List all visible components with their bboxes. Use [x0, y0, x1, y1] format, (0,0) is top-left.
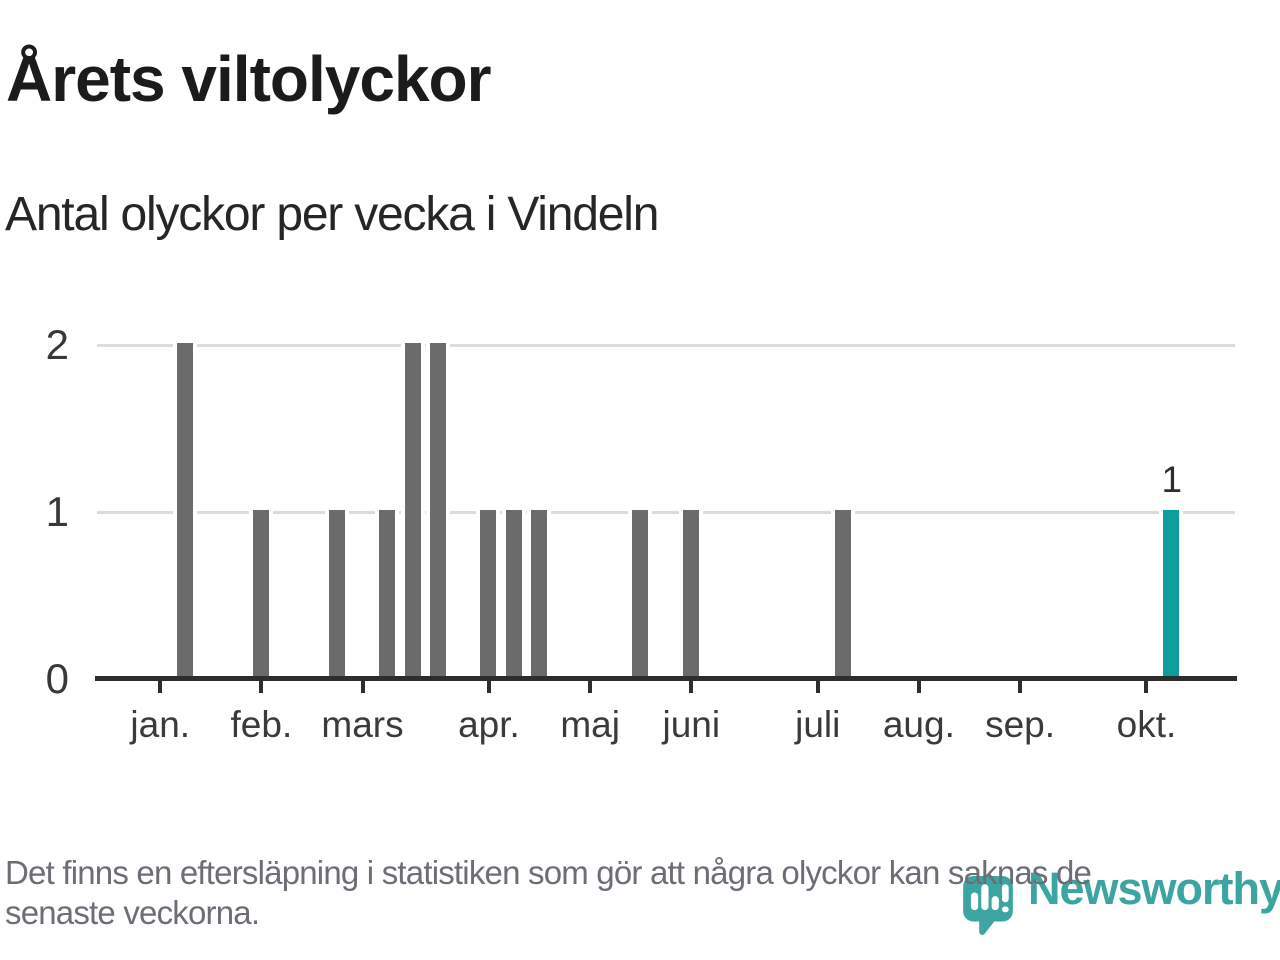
x-tick-label-jan: jan. — [130, 704, 191, 745]
bar-week-13 — [400, 343, 425, 679]
gridline-y1 — [97, 510, 1235, 514]
bar-week-22 — [628, 510, 653, 679]
x-tick-maj — [588, 679, 593, 693]
x-tick-label-juni: juni — [662, 704, 721, 745]
x-tick-label-okt: okt. — [1116, 704, 1177, 745]
bar-week-12 — [375, 510, 400, 679]
bar-week-17 — [501, 510, 526, 679]
x-tick-aug — [916, 679, 921, 693]
x-tick-label-sep: sep. — [985, 704, 1055, 745]
page-title: Årets viltolyckor — [6, 43, 492, 115]
bar-week-7 — [248, 510, 273, 679]
x-tick-label-maj: maj — [560, 704, 620, 745]
x-axis-line — [95, 676, 1237, 681]
x-tick-label-feb: feb. — [230, 704, 293, 745]
chart-subtitle: Antal olyckor per vecka i Vindeln — [5, 188, 659, 241]
bar-week-30 — [830, 510, 855, 679]
x-tick-label-apr: apr. — [458, 704, 520, 745]
newsworthy-wordmark: Newsworthy — [1028, 863, 1280, 914]
footnote-line-2: senaste veckorna. — [5, 894, 260, 931]
x-tick-sep — [1018, 679, 1023, 693]
highlighted-bar-value-label: 1 — [1161, 459, 1183, 500]
x-tick-juli — [815, 679, 820, 693]
bar-week-24 — [678, 510, 703, 679]
x-tick-feb — [259, 679, 264, 693]
y-axis-label-0: 0 — [45, 655, 69, 702]
bar-week-16 — [476, 510, 501, 679]
x-tick-mars — [360, 679, 365, 693]
x-tick-label-mars: mars — [321, 704, 404, 745]
x-tick-label-aug: aug. — [882, 704, 955, 745]
x-tick-jan — [158, 679, 163, 693]
x-tick-label-juli: juli — [795, 704, 841, 745]
chart-footnote: Det finns en eftersläpning i statistiken… — [5, 853, 1092, 933]
newsworthy-speech-bubble-chart-icon — [963, 876, 1013, 935]
footnote-line-1: Det finns en eftersläpning i statistiken… — [5, 854, 1092, 891]
highlighted-bar-week-43 — [1159, 510, 1184, 679]
x-tick-apr — [486, 679, 491, 693]
bar-week-14 — [425, 343, 450, 679]
x-tick-juni — [689, 679, 694, 693]
y-axis-label-2: 2 — [45, 321, 69, 368]
bar-week-10 — [324, 510, 349, 679]
bar-week-18 — [527, 510, 552, 679]
y-axis-label-1: 1 — [45, 488, 69, 535]
x-tick-okt — [1144, 679, 1149, 693]
bar-week-4 — [173, 343, 198, 679]
gridline-y2 — [97, 343, 1235, 347]
